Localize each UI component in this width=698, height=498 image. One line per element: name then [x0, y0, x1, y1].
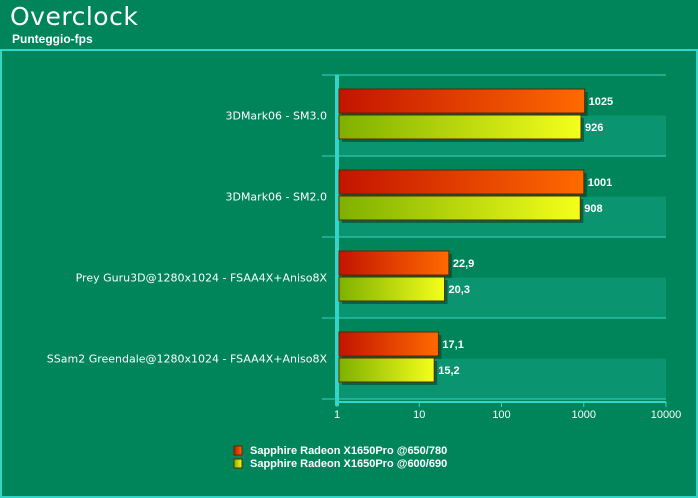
bar: [338, 114, 582, 140]
chart-title: Overclock: [10, 2, 139, 31]
legend-label: Sapphire Radeon X1650Pro @600/690: [250, 458, 447, 470]
x-tick-label: 1: [334, 409, 340, 421]
chart-subtitle: Punteggio-fps: [12, 32, 93, 46]
legend-label: Sapphire Radeon X1650Pro @650/780: [250, 445, 447, 457]
bar: [338, 357, 435, 383]
data-label: 17,1: [442, 339, 463, 351]
data-label: 1025: [589, 96, 613, 108]
bar: [338, 276, 446, 302]
data-label: 908: [584, 203, 602, 215]
category-label: SSam2 Greendale@1280x1024 - FSAA4X+Aniso…: [47, 353, 328, 366]
bar: [338, 169, 585, 195]
bar: [338, 331, 439, 357]
x-tick-label: 10000: [651, 409, 682, 421]
x-tick-label: 1000: [572, 409, 596, 421]
bar: [338, 195, 581, 221]
bar: [338, 250, 450, 276]
data-label: 22,9: [453, 258, 474, 270]
category-label: 3DMark06 - SM3.0: [225, 110, 327, 123]
legend-swatch: [233, 445, 243, 456]
category-label: 3DMark06 - SM2.0: [225, 191, 327, 204]
bar: [338, 88, 586, 114]
category-label: Prey Guru3D@1280x1024 - FSAA4X+Aniso8X: [76, 272, 328, 285]
data-label: 20,3: [449, 284, 470, 296]
legend-swatch: [233, 458, 243, 469]
data-label: 1001: [588, 177, 612, 189]
x-tick-label: 100: [492, 409, 510, 421]
data-label: 926: [585, 122, 603, 134]
x-tick-label: 10: [413, 409, 425, 421]
data-label: 15,2: [438, 365, 459, 377]
